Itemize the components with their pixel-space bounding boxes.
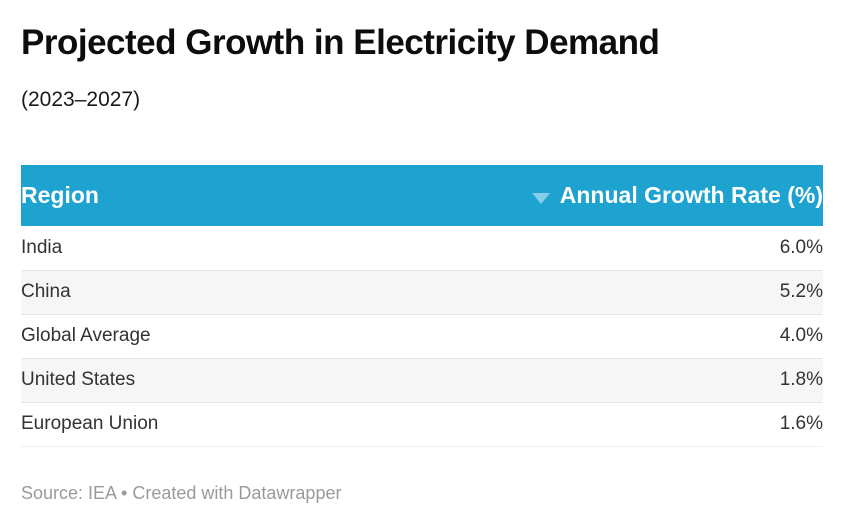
- column-header-growth-rate-label: Annual Growth Rate (%): [559, 182, 823, 208]
- growth-rate-cell: 6.0%: [381, 226, 823, 271]
- sort-desc-icon: [531, 193, 550, 204]
- table-row: European Union 1.6%: [21, 402, 823, 447]
- region-cell: India: [21, 226, 382, 271]
- column-header-growth-rate[interactable]: Annual Growth Rate (%): [381, 165, 823, 226]
- region-cell: Global Average: [21, 314, 382, 359]
- table-header: Region Annual Growth Rate (%): [21, 165, 823, 226]
- table-header-row: Region Annual Growth Rate (%): [21, 165, 823, 226]
- growth-rate-cell: 5.2%: [381, 270, 823, 315]
- table-row: Global Average 4.0%: [21, 314, 823, 359]
- column-header-region[interactable]: Region: [21, 165, 382, 226]
- source-attribution: Source: IEA • Created with Datawrapper: [21, 482, 342, 503]
- region-cell: China: [21, 270, 382, 315]
- table-row: India 6.0%: [21, 226, 823, 271]
- region-cell: United States: [21, 358, 382, 403]
- column-header-region-label: Region: [21, 182, 99, 208]
- table-body: India 6.0% China 5.2% Global Average 4.0% Unit…: [21, 226, 823, 447]
- table-row: China 5.2%: [21, 270, 823, 315]
- growth-rate-cell: 1.6%: [381, 402, 823, 447]
- region-cell: European Union: [21, 402, 382, 447]
- chart-title: Projected Growth in Electricity Demand: [21, 23, 660, 62]
- growth-rate-cell: 1.8%: [381, 358, 823, 403]
- table-row: United States 1.8%: [21, 358, 823, 403]
- growth-rate-cell: 4.0%: [381, 314, 823, 359]
- data-table: Region Annual Growth Rate (%) India 6.0% C…: [21, 165, 823, 447]
- chart-subtitle: (2023–2027): [21, 88, 141, 111]
